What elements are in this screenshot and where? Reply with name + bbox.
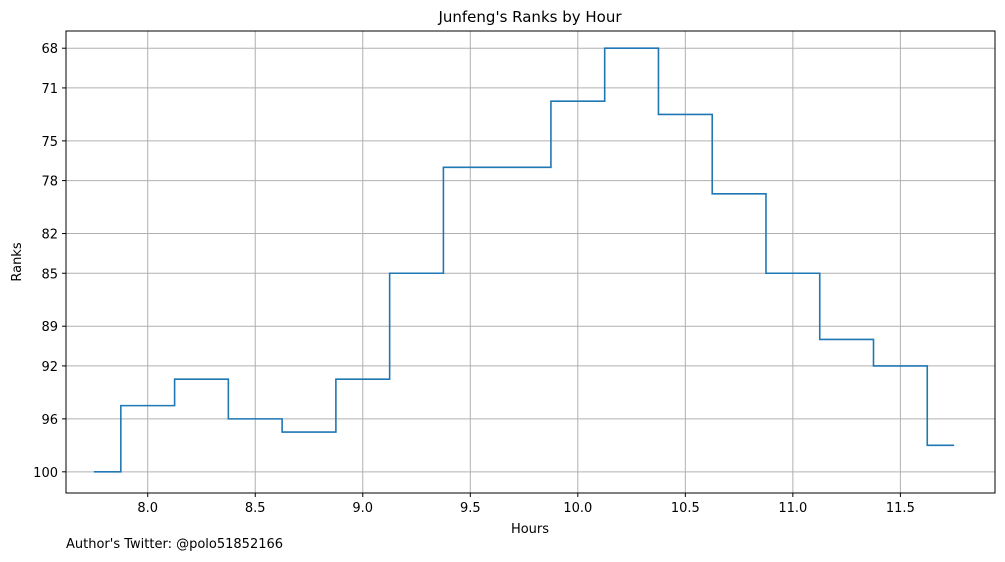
x-axis-label: Hours — [511, 522, 549, 537]
y-tick-label: 82 — [41, 228, 58, 243]
y-tick-label: 68 — [41, 42, 58, 57]
y-tick-label: 96 — [41, 413, 58, 428]
x-axis: 8.0 8.5 9.0 9.5 10.0 10.5 11.0 11.5 — [137, 493, 915, 516]
y-tick-label: 71 — [41, 82, 58, 97]
y-axis-label: Ranks — [10, 242, 25, 281]
y-tick-label: 100 — [33, 466, 58, 481]
y-axis: 68 71 75 78 82 85 89 92 96 100 — [33, 42, 66, 481]
x-tick-label: 9.5 — [460, 501, 481, 516]
x-tick-label: 10.0 — [563, 501, 592, 516]
rank-step-line — [93, 47, 955, 473]
author-credit: Author's Twitter: @polo51852166 — [66, 537, 284, 552]
x-tick-label: 11.5 — [886, 501, 915, 516]
y-tick-label: 78 — [41, 175, 58, 190]
x-tick-label: 10.5 — [671, 501, 700, 516]
x-tick-label: 9.0 — [352, 501, 373, 516]
grid — [66, 31, 995, 493]
y-tick-label: 85 — [41, 267, 58, 282]
plot-frame — [65, 30, 996, 494]
y-tick-label: 89 — [41, 320, 58, 335]
y-tick-label: 75 — [41, 135, 58, 150]
x-tick-label: 11.0 — [778, 501, 807, 516]
y-tick-label: 92 — [41, 360, 58, 375]
x-tick-label: 8.0 — [137, 501, 158, 516]
x-tick-label: 8.5 — [245, 501, 266, 516]
chart-title: Junfeng's Ranks by Hour — [437, 8, 622, 26]
plot-area — [93, 47, 955, 473]
